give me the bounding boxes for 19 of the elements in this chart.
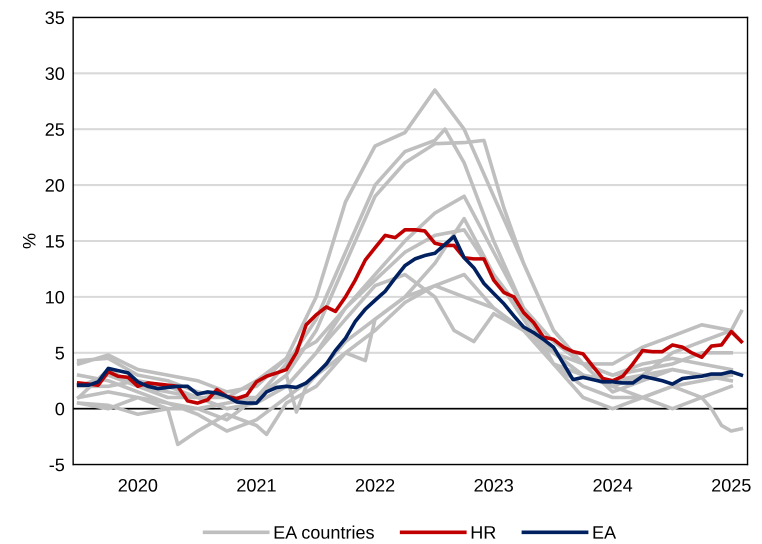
y-tick-label: -5 [50,458,64,472]
x-tick-label: 2024 [593,478,632,492]
y-tick-label: 15 [46,235,64,248]
x-tick-label: 2025 [712,478,751,492]
legend-label: HR [472,526,496,539]
x-tick-label: 2020 [118,478,158,492]
y-axis-title: % [22,234,36,248]
x-tick-label: 2021 [237,478,276,492]
legend-label: EA [594,526,616,539]
y-tick-label: 5 [56,346,64,360]
y-tick-label: 35 [45,11,64,24]
y-tick-label: 20 [46,179,64,192]
x-tick-label: 2023 [474,478,513,492]
y-tick-label: 0 [55,402,64,416]
y-tick-label: 30 [45,67,64,80]
x-tick-label: 2022 [356,478,394,492]
y-tick-label: 10 [46,290,64,304]
y-tick-label: 25 [46,123,64,136]
legend-label: EA countries [274,526,374,539]
